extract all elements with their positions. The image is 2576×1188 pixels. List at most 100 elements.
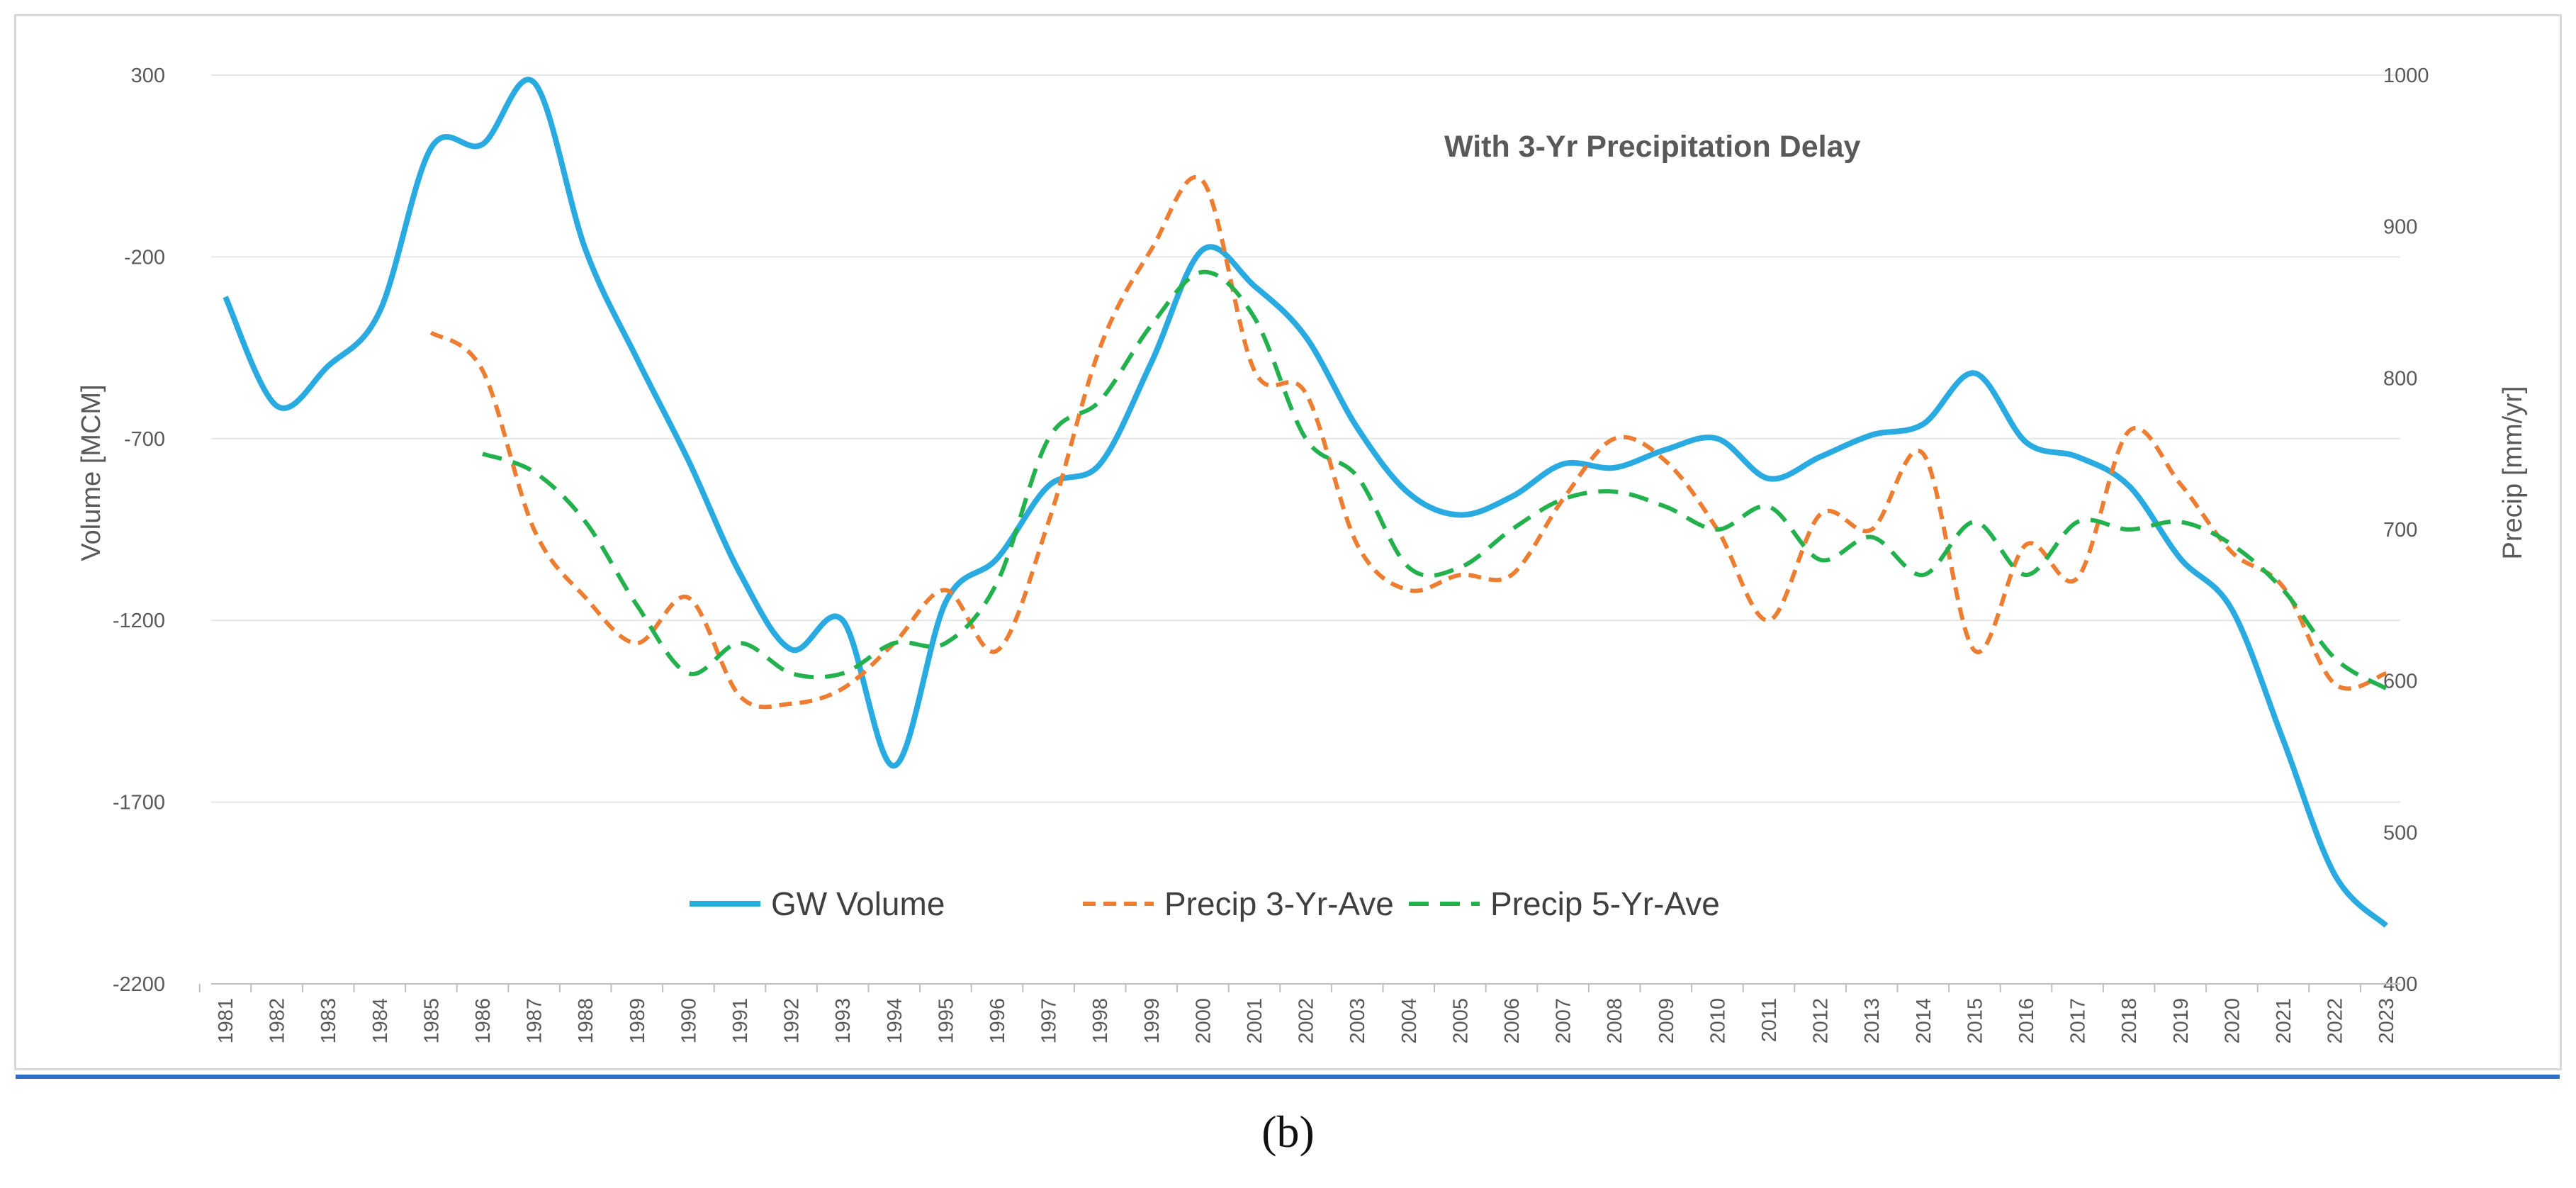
data-point [2127, 484, 2130, 487]
x-tick-label: 1998 [1089, 998, 1112, 1044]
data-point [1870, 536, 1873, 539]
data-point [1458, 566, 1461, 568]
data-point [429, 147, 432, 150]
data-point [2334, 873, 2336, 876]
x-tick-label: 2012 [1810, 998, 1833, 1044]
legend: GW Volume Precip 3-Yr-Ave Precip 5-Yr-Ave [690, 885, 1720, 922]
data-point [1510, 573, 1513, 576]
data-point [1613, 437, 1616, 440]
data-point [2076, 520, 2079, 523]
data-point [1562, 498, 1565, 500]
data-point [1613, 491, 1616, 493]
x-tick-label: 2019 [2170, 998, 2193, 1044]
x-tick-label: 2017 [2067, 998, 2090, 1044]
data-point [2025, 573, 2027, 576]
figure-caption: (b) [1261, 1106, 1315, 1157]
data-point [2282, 585, 2285, 588]
series-line-precip-3-yr-ave [429, 174, 2387, 710]
x-tick-label: 1999 [1141, 998, 1164, 1044]
data-point [1356, 543, 1359, 546]
data-point [533, 528, 536, 531]
series-layer [223, 77, 2389, 928]
data-point [2127, 528, 2130, 531]
data-point [1253, 284, 1256, 287]
data-point [790, 702, 793, 705]
x-tick-label: 1983 [317, 998, 340, 1044]
x-tick-label: 2016 [2015, 998, 2038, 1044]
data-point [1150, 248, 1153, 251]
data-point [2179, 483, 2182, 486]
data-point [1201, 180, 1204, 183]
y-tick-label: 300 [131, 65, 165, 87]
x-tick-label: 2014 [1913, 998, 1935, 1044]
y2-tick-label: 700 [2383, 519, 2417, 542]
data-point [636, 641, 639, 644]
data-point [1922, 422, 1925, 425]
gridlines [211, 74, 2401, 985]
x-tick-label: 1982 [266, 998, 289, 1044]
data-point [1613, 466, 1616, 469]
data-point [893, 764, 896, 767]
data-point [1510, 495, 1513, 498]
x-tick-label: 1996 [986, 998, 1009, 1044]
x-tick-label: 2006 [1501, 998, 1524, 1044]
data-point [687, 672, 690, 675]
data-point [1819, 559, 1822, 561]
data-point [1047, 484, 1050, 487]
y-tick-label: -2200 [113, 973, 165, 996]
data-point [276, 405, 279, 408]
x-tick-label: 2018 [2118, 998, 2141, 1044]
data-point [224, 296, 227, 298]
data-point [1870, 434, 1873, 437]
data-point [1819, 513, 1822, 516]
x-tick-label: 1990 [677, 998, 700, 1044]
data-point [533, 81, 536, 84]
x-tick-label: 1993 [832, 998, 855, 1044]
data-point [2385, 672, 2387, 675]
data-point [1767, 477, 1770, 480]
data-point [481, 452, 484, 455]
data-point [1098, 347, 1101, 349]
data-point [2230, 551, 2233, 554]
data-point [429, 331, 432, 334]
x-tick-label: 1986 [472, 998, 495, 1044]
x-tick-label: 1984 [369, 998, 392, 1044]
y-axis-title: Volume [MCM] [77, 384, 106, 561]
x-tick-label: 2005 [1449, 998, 1472, 1044]
chart-svg: 300 -200 -700 -1200 -1700 -2200 1000 900 800 700… [77, 65, 2528, 1044]
data-point [2179, 557, 2182, 560]
x-tick-label: 2011 [1758, 998, 1781, 1042]
x-tick-label: 2009 [1655, 998, 1678, 1044]
data-point [378, 310, 381, 313]
chart-title: With 3-Yr Precipitation Delay [1444, 130, 1860, 164]
data-point [2025, 543, 2027, 546]
data-point [1305, 335, 1307, 338]
data-point [1665, 460, 1667, 463]
legend-label: GW Volume [771, 885, 945, 922]
data-point [893, 641, 896, 644]
y-tick-label: -200 [124, 246, 165, 269]
x-tick-label: 2021 [2273, 998, 2295, 1044]
x-tick-label: 2015 [1964, 998, 1986, 1044]
data-point [687, 459, 690, 462]
data-point [481, 142, 484, 145]
x-tick-label: 1989 [626, 998, 649, 1044]
x-tick-label: 1995 [935, 998, 957, 1044]
x-tick-label: 2020 [2221, 998, 2244, 1044]
data-point [1407, 492, 1410, 495]
y2-tick-label: 800 [2383, 367, 2417, 390]
data-point [1305, 437, 1307, 440]
data-point [1407, 588, 1410, 591]
x-tick-label: 2004 [1398, 998, 1421, 1044]
data-point [2282, 588, 2285, 591]
data-point [1562, 463, 1565, 466]
data-point [1098, 399, 1101, 402]
data-point [2179, 520, 2182, 523]
data-point [2230, 543, 2233, 546]
x-tick-label: 1981 [215, 998, 237, 1044]
data-point [2025, 441, 2027, 444]
legend-label: Precip 5-Yr-Ave [1490, 885, 1720, 922]
data-point [1973, 520, 1976, 523]
chart-frame: 300 -200 -700 -1200 -1700 -2200 1000 900 800 700… [14, 14, 2562, 1070]
